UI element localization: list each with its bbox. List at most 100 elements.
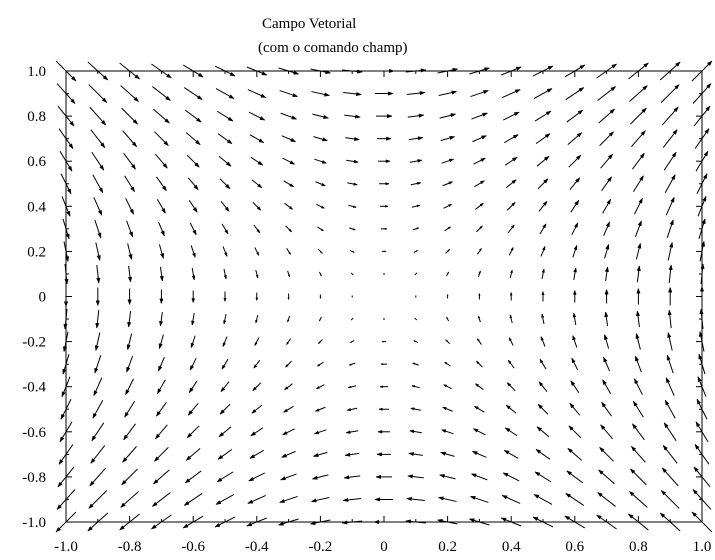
vector-arrow [190, 245, 196, 259]
vector-arrow [215, 88, 235, 99]
vector-arrow [443, 203, 453, 209]
vector-arrow [477, 315, 481, 323]
arrow-head [571, 357, 576, 364]
vector-arrow [533, 88, 553, 99]
arrow-head [597, 492, 603, 498]
arrow-head [130, 186, 135, 193]
vector-arrow [473, 157, 487, 165]
arrow-head [197, 72, 204, 78]
vector-arrow [347, 182, 358, 186]
arrow-head [100, 142, 106, 149]
vector-arrow [154, 424, 168, 440]
arrow-head [417, 136, 424, 141]
arrow-head [416, 204, 421, 208]
arrow-head [510, 269, 513, 274]
vector-arrow [154, 131, 169, 147]
arrow-head [279, 476, 286, 481]
vector-arrow [476, 247, 482, 255]
vector-arrow [406, 91, 426, 96]
arrow-head [97, 209, 103, 216]
arrow-head [635, 332, 640, 339]
vector-arrow [314, 406, 326, 412]
vector-arrow [159, 289, 164, 305]
arrow-head [693, 466, 699, 473]
arrow-head [660, 489, 667, 496]
vector-arrow [470, 473, 488, 481]
arrow-head [161, 207, 166, 214]
vector-arrow [408, 452, 423, 457]
vector-arrow [507, 224, 515, 234]
vector-arrow [501, 495, 521, 504]
vector-arrow [407, 113, 425, 118]
arrow-head [126, 366, 131, 373]
vector-arrow [411, 204, 421, 208]
arrow-head [381, 340, 384, 343]
arrow-head [569, 402, 575, 409]
arrow-head [409, 429, 415, 434]
vector-arrow [629, 468, 647, 486]
arrow-head [575, 154, 582, 161]
vector-arrow [343, 475, 361, 480]
arrow-head [532, 516, 539, 522]
arrow-head [673, 106, 679, 113]
arrow-head [128, 231, 133, 238]
arrow-head [285, 364, 289, 368]
arrow-head [410, 407, 415, 411]
vector-arrow [535, 448, 551, 460]
y-tick-label: 1.0 [27, 64, 46, 80]
arrow-head [353, 182, 358, 186]
arrow-head [191, 320, 195, 326]
vector-arrow [255, 269, 259, 279]
arrow-head [128, 254, 133, 261]
vector-arrow [571, 357, 579, 371]
vector-arrow [349, 249, 355, 253]
vector-arrow [215, 494, 235, 505]
arrow-head [415, 250, 419, 252]
vector-arrow [311, 91, 331, 97]
arrow-head [577, 109, 584, 115]
y-tick-label: -0.8 [22, 470, 46, 486]
arrow-head [61, 391, 66, 398]
arrow-head [155, 410, 161, 417]
vector-arrow [96, 264, 101, 284]
vector-arrow [570, 199, 580, 213]
vector-arrow [189, 357, 197, 371]
vector-arrow [285, 225, 293, 233]
arrow-head [374, 497, 380, 502]
vector-arrow [186, 154, 200, 168]
arrow-head [249, 454, 256, 459]
vector-arrow [600, 153, 614, 169]
arrow-head [153, 456, 160, 462]
vector-arrow [120, 491, 139, 508]
x-tick-label: 0.8 [629, 539, 648, 555]
vector-arrow [157, 221, 165, 237]
vector-arrow [604, 288, 609, 304]
vector-arrow [604, 311, 609, 327]
arrow-head [479, 225, 483, 229]
vector-arrow [123, 152, 137, 170]
vector-arrow [438, 90, 458, 97]
arrow-head [509, 314, 513, 319]
arrow-head [628, 490, 635, 497]
arrow-head [471, 451, 478, 456]
vector-arrow [254, 247, 260, 257]
arrow-head [222, 342, 226, 348]
vector-arrow [636, 287, 641, 305]
arrow-head [698, 330, 704, 337]
vector-arrow [474, 180, 486, 188]
vector-arrow [183, 493, 203, 506]
vector-arrow [505, 404, 517, 414]
vector-arrow [570, 380, 580, 393]
vector-arrow [630, 445, 646, 463]
vector-arrow [445, 339, 450, 344]
vector-arrow [158, 244, 165, 260]
vector-arrow [156, 379, 166, 395]
arrow-head [120, 502, 126, 508]
vector-arrow [538, 200, 548, 212]
arrow-head [505, 404, 511, 410]
arrow-head [542, 245, 546, 251]
arrow-head [574, 199, 580, 206]
arrow-head [507, 359, 512, 364]
arrow-head [536, 426, 543, 432]
arrow-head [696, 398, 702, 405]
